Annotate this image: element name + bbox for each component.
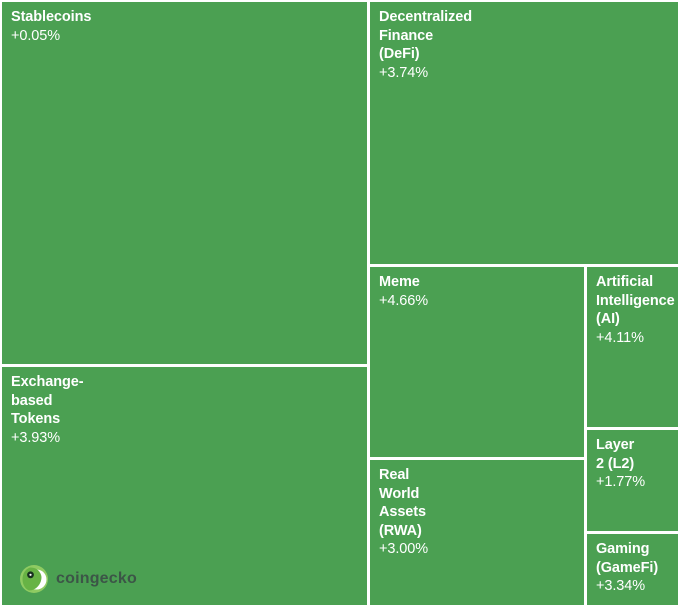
cell-label: Real World Assets (RWA) +3.00% [370,460,584,565]
coingecko-wordmark: coingecko [56,570,137,587]
cell-label-line: Meme [379,274,420,290]
cell-label: Meme +4.66% [370,267,584,316]
cell-change: +3.74% [379,64,428,81]
cell-label: Stablecoins +0.05% [2,2,367,51]
coingecko-gecko-icon [20,565,48,593]
coingecko-logo: coingecko [20,565,137,593]
treemap-cell-meme[interactable]: Meme +4.66% [370,267,584,457]
cell-label: Gaming (GameFi) +3.34% [587,534,678,602]
treemap-cell-exchange-based-tokens[interactable]: Exchange- based Tokens +3.93% [2,367,367,605]
treemap-cell-gaming[interactable]: Gaming (GameFi) +3.34% [587,534,678,605]
cell-label: Layer 2 (L2) +1.77% [587,430,678,498]
cell-label-line: (RWA) [379,522,422,539]
cell-change: +0.05% [11,27,60,44]
cell-label-line: Intelligence [596,292,675,309]
cell-change: +4.11% [596,329,644,346]
cell-label: Exchange- based Tokens +3.93% [2,367,367,453]
cell-label-line: Layer [596,437,635,453]
treemap-cell-layer-2[interactable]: Layer 2 (L2) +1.77% [587,430,678,531]
cell-label-line: (AI) [596,311,620,327]
cell-change: +1.77% [596,474,645,490]
treemap-cell-defi[interactable]: Decentralized Finance (DeFi) +3.74% [370,2,678,264]
cell-label-line: (GameFi) [596,559,659,576]
cell-label-line: Tokens [11,411,61,427]
treemap-cell-artificial-intelligence[interactable]: Artificial Intelligence (AI) +4.11% [587,267,678,427]
cell-label-line: World [379,485,420,502]
cell-label: Artificial Intelligence (AI) +4.11% [587,267,678,353]
cell-change: +4.66% [379,292,428,309]
cell-label-line: Gaming [596,541,650,557]
cell-label-line: Decentralized [379,9,472,25]
cell-label-line: Exchange- [11,374,84,390]
cell-label-line: Real [379,467,410,483]
cell-label-line: based [11,392,53,409]
cell-change: +3.00% [379,541,428,557]
cell-change: +3.93% [11,429,60,446]
cell-label: Decentralized Finance (DeFi) +3.74% [370,2,678,88]
cell-label-line: Stablecoins [11,9,92,25]
treemap-cell-real-world-assets[interactable]: Real World Assets (RWA) +3.00% [370,460,584,605]
cell-change: +3.34% [596,578,645,594]
cell-label-line: (DeFi) [379,46,420,62]
cell-label-line: Artificial [596,274,654,290]
cell-label-line: Assets [379,504,426,520]
cell-label-line: 2 (L2) [596,455,635,472]
treemap-cell-stablecoins[interactable]: Stablecoins +0.05% [2,2,367,364]
cell-label-line: Finance [379,27,434,44]
